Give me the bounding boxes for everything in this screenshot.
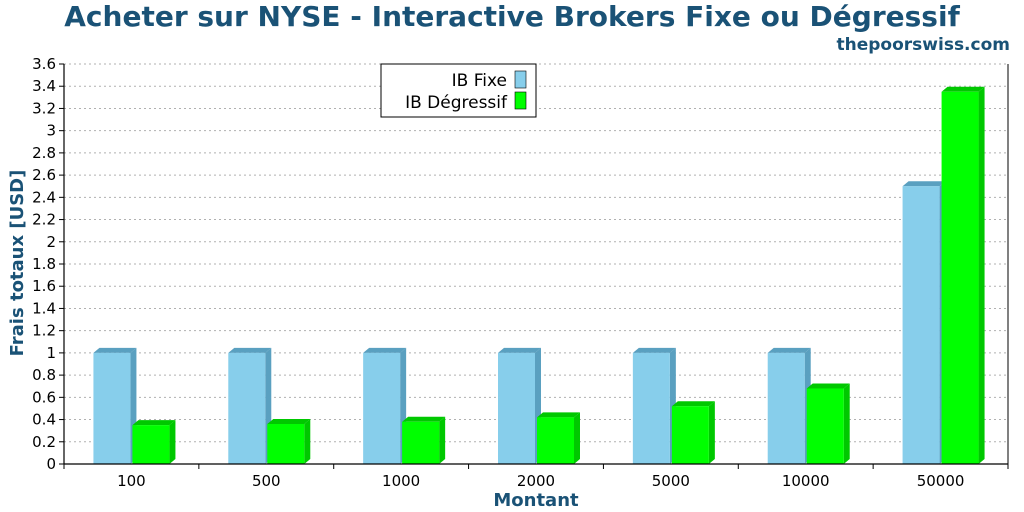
x-tick-label: 10000	[782, 472, 830, 490]
bar-top	[93, 347, 137, 353]
bar-top	[902, 181, 946, 187]
bars	[93, 86, 985, 465]
x-tick-label: 5000	[652, 472, 690, 490]
bar-top	[402, 416, 446, 422]
chart-subtitle: thepoorswiss.com	[836, 35, 1011, 55]
x-tick-label: 500	[252, 472, 281, 490]
legend-box	[380, 63, 537, 118]
bar-side	[843, 383, 850, 464]
bar-side	[574, 412, 580, 464]
bar-ib-fixe	[632, 352, 670, 464]
bar-ib-fixe	[228, 352, 266, 464]
y-tick-label: 3.2	[32, 99, 56, 117]
y-tick-label: 1.6	[32, 277, 56, 295]
y-tick-label: 0.2	[32, 433, 56, 451]
bar-top	[498, 347, 541, 353]
bar-ib-degressif	[941, 91, 979, 465]
y-axis-label: Frais totaux [USD]	[7, 170, 28, 357]
bar-ib-fixe	[498, 352, 535, 464]
bar-ib-fixe	[93, 352, 131, 464]
y-tick-label: 0.6	[32, 388, 56, 406]
legend-swatch-ib-fixe	[514, 70, 527, 89]
bar-ib-degressif	[806, 388, 844, 464]
y-tick-label: 2	[46, 233, 56, 251]
bar-top	[363, 347, 407, 353]
bar-ib-degressif	[402, 421, 440, 464]
bar-ib-degressif	[267, 424, 305, 464]
bar-top	[132, 420, 176, 426]
bar-side	[978, 86, 985, 465]
y-tick-label: 2.8	[32, 144, 56, 162]
y-tick-label: 1.2	[32, 322, 56, 340]
y-tick-label: 2.6	[32, 166, 56, 184]
bar-side	[439, 416, 446, 464]
bar-top	[767, 347, 811, 353]
legend-swatch-ib-degressif	[514, 91, 527, 110]
legend: IB Fixe IB Dégressif	[380, 63, 537, 118]
bar-ib-fixe	[767, 352, 805, 464]
bar-side	[304, 419, 311, 464]
y-tick-label: 3	[46, 122, 56, 140]
bar-top	[228, 347, 272, 353]
y-tick-label: 2.2	[32, 211, 56, 229]
axes: 0 0.2 0.4 0.6 0.8 1 1.2 1.4 1.6 1.8 2 2.2 2.4 2.6 2.8 3…	[32, 55, 1009, 490]
bar-top	[806, 383, 850, 389]
x-axis-label: Montant	[493, 490, 579, 511]
bar-ib-fixe	[902, 186, 940, 464]
y-tick-label: 3.6	[32, 55, 56, 73]
y-tick-label: 0.8	[32, 366, 56, 384]
y-tick-label: 0	[46, 455, 56, 473]
bar-top	[671, 401, 715, 407]
y-tick-label: 3.4	[32, 77, 56, 95]
bar-top	[941, 86, 985, 92]
bar-side	[708, 401, 715, 464]
bar-top	[632, 347, 676, 353]
y-tick-label: 0.4	[32, 411, 56, 429]
bar-ib-degressif	[132, 425, 170, 464]
legend-label-ib-degressif: IB Dégressif	[405, 93, 508, 113]
x-tick-label: 1000	[382, 472, 420, 490]
bar-top	[267, 419, 311, 424]
bar-ib-degressif	[537, 417, 574, 464]
x-tick-label: 100	[117, 472, 146, 490]
legend-label-ib-fixe: IB Fixe	[452, 71, 507, 91]
chart-title: Acheter sur NYSE - Interactive Brokers F…	[64, 0, 960, 33]
x-tick-label: 2000	[517, 472, 555, 490]
y-tick-label: 1	[46, 344, 56, 362]
y-tick-label: 1.8	[32, 255, 56, 273]
x-tick-label: 50000	[917, 472, 965, 490]
y-tick-label: 1.4	[32, 299, 56, 317]
bar-ib-degressif	[671, 406, 709, 464]
bar-side	[169, 420, 176, 464]
bar-ib-fixe	[363, 352, 401, 464]
bar-top	[537, 412, 580, 418]
y-tick-label: 2.4	[32, 188, 56, 206]
